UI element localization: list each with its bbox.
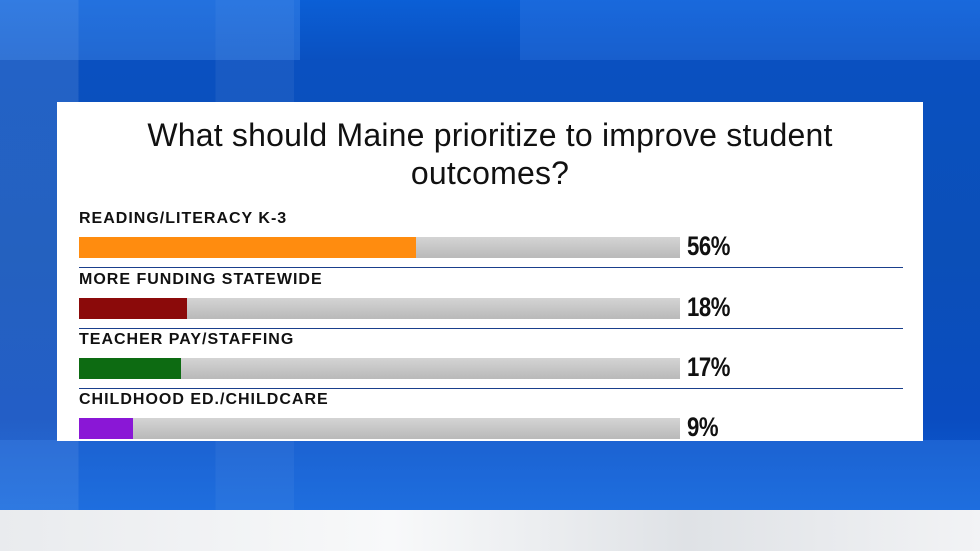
bar-label-teacher: TEACHER PAY/STAFFING	[79, 331, 295, 348]
bar-track-childcare	[79, 418, 680, 439]
row-divider	[79, 267, 903, 268]
bar-track-funding	[79, 298, 680, 319]
bar-label-childcare: CHILDHOOD ED./CHILDCARE	[79, 391, 329, 408]
bar-funding	[79, 298, 188, 319]
bar-label-reading: READING/LITERACY K-3	[79, 210, 288, 227]
backdrop-tile	[0, 0, 300, 60]
chart-title-line-2: outcomes?	[410, 155, 570, 191]
studio-floor	[0, 510, 980, 551]
bar-track-reading	[79, 237, 680, 258]
bar-value-childcare: 9%	[687, 412, 719, 442]
poll-panel: What should Maine prioritize to improve …	[57, 102, 923, 442]
chart-title: What should Maine prioritize to improve …	[57, 116, 923, 192]
bar-row-reading: READING/LITERACY K-3 56%	[79, 210, 903, 271]
bar-value-teacher: 17%	[687, 352, 731, 382]
bar-row-funding: MORE FUNDING STATEWIDE 18%	[79, 271, 903, 332]
bar-teacher	[79, 358, 182, 379]
bar-track-teacher	[79, 358, 680, 379]
row-divider	[79, 388, 903, 389]
chart-title-line-1: What should Maine prioritize to improve …	[147, 117, 833, 153]
bar-reading	[79, 237, 416, 258]
row-divider	[79, 328, 903, 329]
bar-row-childcare: CHILDHOOD ED./CHILDCARE 9%	[79, 391, 903, 452]
bar-row-teacher: TEACHER PAY/STAFFING 17%	[79, 331, 903, 392]
bar-label-funding: MORE FUNDING STATEWIDE	[79, 271, 323, 288]
backdrop-tile	[520, 0, 980, 60]
bar-childcare	[79, 418, 134, 439]
bar-value-reading: 56%	[687, 231, 731, 261]
backdrop-tile	[0, 440, 980, 510]
bar-value-funding: 18%	[687, 292, 731, 322]
